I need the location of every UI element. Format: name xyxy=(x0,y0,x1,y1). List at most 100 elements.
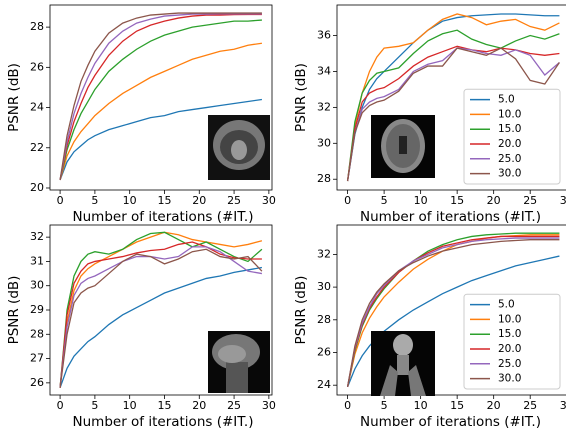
y-axis-label: PSNR (dB) xyxy=(293,276,309,345)
series-line xyxy=(59,266,263,388)
y-tick-label: 28 xyxy=(30,327,44,340)
x-tick-label: 10 xyxy=(414,194,428,207)
y-axis-label: PSNR (dB) xyxy=(6,63,22,132)
legend-label: 10.0 xyxy=(498,313,521,325)
x-tick-label: 30 xyxy=(560,194,566,207)
x-tick-label: 20 xyxy=(192,399,206,412)
x-tick-label: 5 xyxy=(91,399,98,412)
x-tick-label: 25 xyxy=(523,194,537,207)
x-tick-label: 10 xyxy=(123,399,137,412)
series-line xyxy=(346,255,560,388)
y-tick-label: 32 xyxy=(30,230,44,243)
legend-label: 15.0 xyxy=(498,328,521,340)
y-tick-label: 24 xyxy=(317,378,331,391)
x-axis-label: Number of iterations (#IT.) xyxy=(73,209,254,225)
x-axis-label: Number of iterations (#IT.) xyxy=(73,414,254,429)
legend-label: 20.0 xyxy=(498,138,521,150)
series-line xyxy=(59,13,262,181)
x-tick-label: 15 xyxy=(450,399,464,412)
mri-inset xyxy=(371,331,435,396)
series-line xyxy=(346,232,560,387)
legend-label: 20.0 xyxy=(498,343,521,355)
x-tick-label: 15 xyxy=(157,399,171,412)
series-line xyxy=(59,42,263,181)
y-axis-label: PSNR (dB) xyxy=(6,276,22,345)
mri-inset xyxy=(208,115,270,180)
axes-frame xyxy=(49,224,273,396)
y-tick-label: 24 xyxy=(30,101,44,114)
y-tick-label: 26 xyxy=(30,60,44,73)
legend-frame xyxy=(463,293,561,390)
y-tick-label: 31 xyxy=(30,254,44,267)
series-line xyxy=(346,234,560,387)
x-tick-label: 25 xyxy=(227,399,241,412)
x-tick-label: 25 xyxy=(227,194,241,207)
x-tick-label: 5 xyxy=(91,194,98,207)
legend-label: 5.0 xyxy=(498,94,515,106)
series-line xyxy=(346,237,560,387)
series-line xyxy=(59,12,262,181)
y-tick-label: 32 xyxy=(317,247,331,260)
y-tick-label: 28 xyxy=(317,172,331,185)
series-line xyxy=(346,47,560,182)
y-tick-label: 34 xyxy=(317,64,331,77)
y-tick-label: 27 xyxy=(30,352,44,365)
series-line xyxy=(346,239,560,387)
x-tick-label: 0 xyxy=(57,194,64,207)
x-tick-label: 15 xyxy=(157,194,171,207)
x-tick-label: 15 xyxy=(450,194,464,207)
x-tick-label: 10 xyxy=(123,194,137,207)
y-tick-label: 26 xyxy=(30,376,44,389)
y-tick-label: 26 xyxy=(317,346,331,359)
y-tick-label: 32 xyxy=(317,100,331,113)
series-line xyxy=(59,13,262,181)
legend-label: 25.0 xyxy=(498,153,521,165)
series-line xyxy=(59,19,262,181)
y-tick-label: 28 xyxy=(30,20,44,33)
x-tick-label: 20 xyxy=(192,194,206,207)
axes-frame xyxy=(49,4,273,191)
y-axis-label: PSNR (dB) xyxy=(293,63,309,132)
y-tick-label: 22 xyxy=(30,141,44,154)
mri-inset xyxy=(208,331,270,393)
y-tick-label: 36 xyxy=(317,29,331,42)
y-tick-label: 30 xyxy=(30,279,44,292)
plots: 0 5 10 15 20 25 30 20 22 24 26 28 Number of iteratio… xyxy=(6,4,566,429)
legend-label: 15.0 xyxy=(498,123,521,135)
series-line xyxy=(346,235,560,387)
y-tick-label: 28 xyxy=(317,313,331,326)
y-tick-label: 30 xyxy=(317,280,331,293)
series-line xyxy=(346,13,560,182)
y-tick-label: 29 xyxy=(30,303,44,316)
x-axis-label: Number of iterations (#IT.) xyxy=(360,209,541,225)
y-tick-label: 30 xyxy=(317,136,331,149)
x-tick-label: 0 xyxy=(344,399,351,412)
x-axis-label: Number of iterations (#IT.) xyxy=(360,414,541,429)
x-tick-label: 30 xyxy=(560,399,566,412)
y-tick-label: 20 xyxy=(30,181,44,194)
series-line xyxy=(346,29,560,182)
legend-label: 25.0 xyxy=(498,358,521,370)
x-tick-label: 5 xyxy=(381,399,388,412)
mri-inset xyxy=(371,115,435,178)
legend-label: 5.0 xyxy=(498,299,515,311)
axes-frame xyxy=(336,224,566,396)
series-line xyxy=(59,246,263,388)
x-tick-label: 0 xyxy=(57,399,64,412)
legend-label: 10.0 xyxy=(498,108,521,120)
x-tick-label: 25 xyxy=(523,399,537,412)
x-tick-label: 30 xyxy=(262,399,276,412)
series-line xyxy=(59,248,263,388)
x-tick-label: 5 xyxy=(381,194,388,207)
series-line xyxy=(59,231,263,388)
insets: 5.0 10.0 15.0 20.0 25.0 30.0 5.0 10.0 15.0 20.0 25… xyxy=(208,88,561,396)
series-line xyxy=(59,241,262,388)
x-tick-label: 10 xyxy=(414,399,428,412)
series-line xyxy=(346,47,560,182)
legend-label: 30.0 xyxy=(498,373,521,385)
axes-frame xyxy=(336,4,566,191)
legend-frame xyxy=(463,88,561,185)
x-tick-label: 0 xyxy=(344,194,351,207)
x-tick-label: 20 xyxy=(487,194,501,207)
